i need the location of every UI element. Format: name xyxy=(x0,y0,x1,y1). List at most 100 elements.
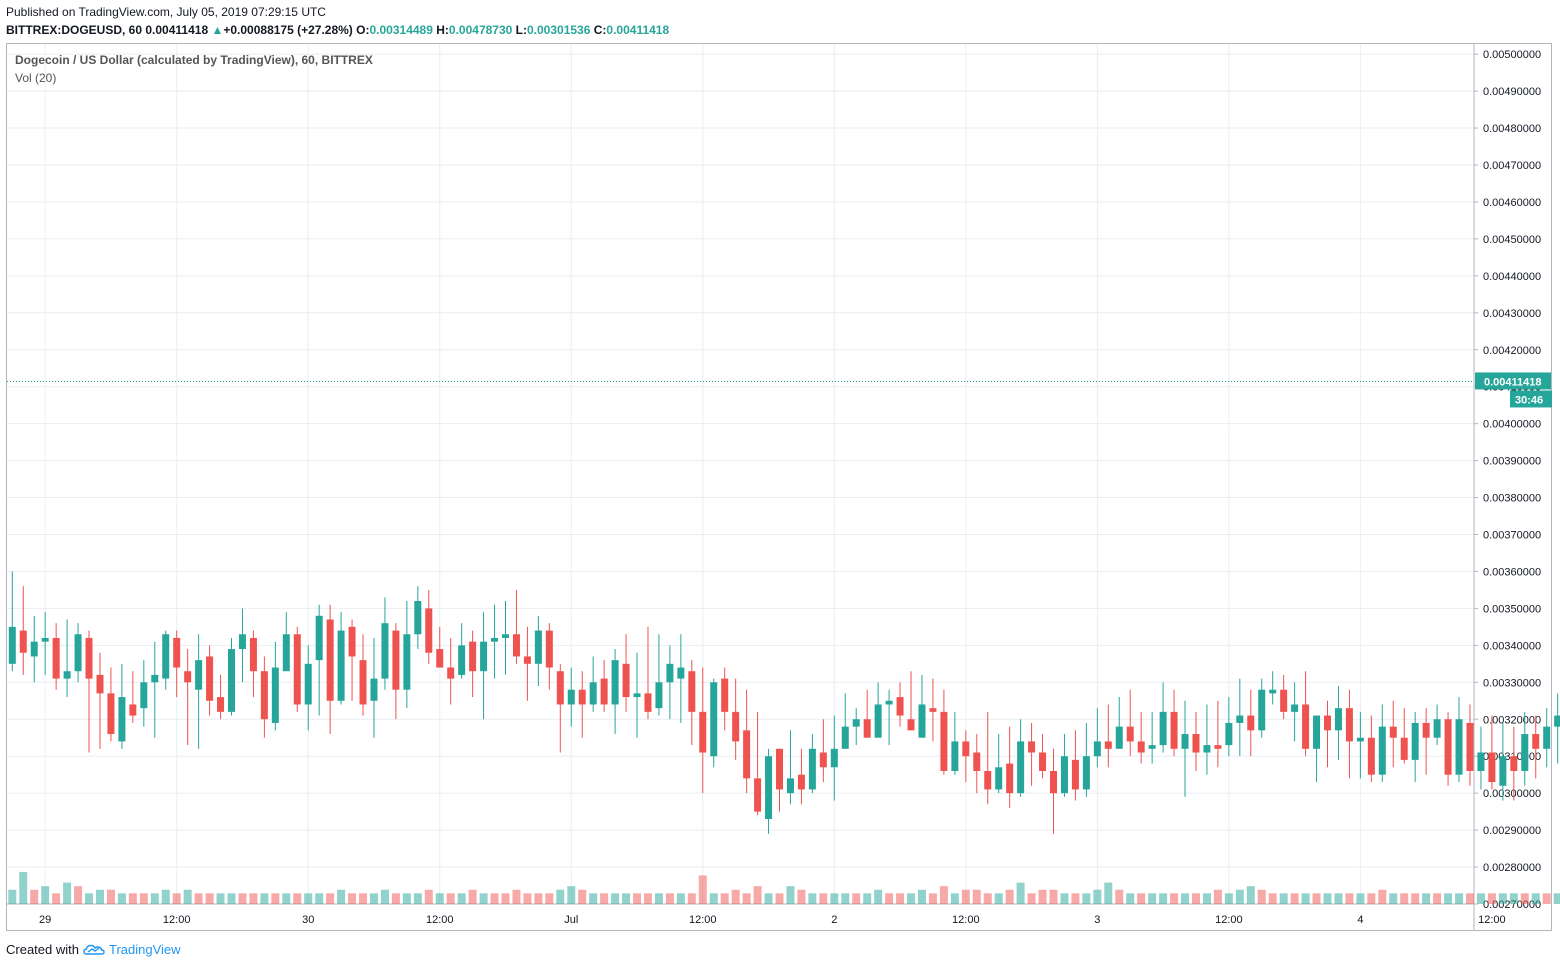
volume-bar xyxy=(315,893,324,904)
y-tick-label: 0.00360000 xyxy=(1483,566,1541,578)
candle-body xyxy=(293,634,301,705)
candle-body xyxy=(359,660,367,705)
candle-body xyxy=(425,608,433,653)
volume-bar xyxy=(950,893,959,904)
volume-bar xyxy=(1378,889,1387,904)
candle-body xyxy=(304,663,312,705)
x-tick-label: 12:00 xyxy=(1215,914,1243,926)
candle-body xyxy=(523,656,531,664)
candle-body xyxy=(852,719,860,727)
x-tick-label: 2 xyxy=(831,914,837,926)
candle-body xyxy=(743,730,751,779)
volume-bar xyxy=(852,893,861,904)
candle-body xyxy=(907,719,915,731)
volume-bar xyxy=(337,889,346,904)
volume-bar xyxy=(446,893,455,904)
volume-bar xyxy=(1049,889,1058,904)
candle-body xyxy=(863,719,871,738)
volume-bar xyxy=(117,893,126,904)
open-value: 0.00314489 xyxy=(369,23,433,37)
candle-body xyxy=(118,697,126,742)
candle-body xyxy=(512,634,520,657)
tradingview-brand[interactable]: TradingView xyxy=(108,942,181,957)
candle-body xyxy=(1499,756,1507,786)
chart-frame xyxy=(6,43,1552,931)
candle-body xyxy=(1455,719,1463,775)
volume-bar xyxy=(972,889,981,904)
volume-bar xyxy=(161,889,170,904)
x-tick-label: 30 xyxy=(302,914,314,926)
candle-body xyxy=(1137,741,1145,753)
volume-bar xyxy=(1202,893,1211,904)
volume-bar xyxy=(1016,882,1025,904)
candle-body xyxy=(74,634,82,672)
candle-body xyxy=(1521,734,1529,771)
candle-body xyxy=(129,704,137,716)
volume-bar xyxy=(523,893,532,904)
y-tick-label: 0.00430000 xyxy=(1483,308,1541,320)
candle-body xyxy=(1214,745,1222,749)
x-tick-label: 29 xyxy=(39,914,51,926)
candle-body xyxy=(436,649,444,668)
volume-bar xyxy=(1487,893,1496,904)
volume-bar xyxy=(643,893,652,904)
volume-bar xyxy=(1356,893,1365,904)
candle-body xyxy=(1082,756,1090,790)
high-value: 0.00478730 xyxy=(448,23,513,37)
candle-body xyxy=(677,667,685,679)
candle-body xyxy=(1334,708,1342,731)
volume-bar xyxy=(85,893,94,904)
candle-body xyxy=(721,678,729,712)
volume-bar xyxy=(501,893,510,904)
y-tick-label: 0.00400000 xyxy=(1483,419,1541,431)
volume-bar xyxy=(1027,893,1036,904)
y-tick-label: 0.00500000 xyxy=(1483,49,1541,61)
volume-bar xyxy=(282,893,291,904)
candle-body xyxy=(830,748,838,768)
volume-bar xyxy=(928,893,937,904)
volume-bar xyxy=(1148,893,1157,904)
candle-body xyxy=(808,748,816,790)
low-value: 0.00301536 xyxy=(527,23,591,37)
volume-bar xyxy=(128,893,137,904)
volume-bar xyxy=(424,889,433,904)
volume-bar xyxy=(1367,893,1376,904)
volume-bar xyxy=(139,893,148,904)
footer: Created with TradingView xyxy=(6,942,181,957)
volume-bar xyxy=(490,893,499,904)
candle-body xyxy=(534,630,542,664)
candle-body xyxy=(206,656,214,701)
candle-body xyxy=(1115,726,1123,749)
candle-body xyxy=(491,637,499,642)
candle-body xyxy=(984,770,992,790)
candle-body xyxy=(151,674,159,683)
volume-bar xyxy=(1071,893,1080,904)
candle-body xyxy=(578,689,586,705)
x-tick-label: 12:00 xyxy=(689,914,717,926)
candle-body xyxy=(1148,745,1156,749)
candle-body xyxy=(1477,752,1485,771)
candle-body xyxy=(1532,734,1540,749)
volume-bar xyxy=(808,893,817,904)
candle-body xyxy=(1389,726,1397,738)
volume-bar xyxy=(512,889,521,904)
volume-bar xyxy=(1301,893,1310,904)
candle-body xyxy=(556,671,564,705)
volume-bar xyxy=(1323,893,1332,904)
symbol-label[interactable]: BITTREX:DOGEUSD, 60 xyxy=(6,23,143,37)
volume-bar xyxy=(1345,893,1354,904)
volume-bar xyxy=(19,871,28,904)
volume-bar xyxy=(205,893,214,904)
candle-body xyxy=(1006,763,1014,794)
volume-bar xyxy=(413,893,422,904)
candle-body xyxy=(699,711,707,753)
candle-body xyxy=(1225,722,1233,746)
volume-bar xyxy=(1422,893,1431,904)
y-tick-label: 0.00480000 xyxy=(1483,123,1541,135)
volume-bar xyxy=(687,893,696,904)
volume-bar xyxy=(1312,893,1321,904)
volume-bar xyxy=(52,893,61,904)
candle-body xyxy=(30,641,38,657)
volume-bar xyxy=(457,893,466,904)
